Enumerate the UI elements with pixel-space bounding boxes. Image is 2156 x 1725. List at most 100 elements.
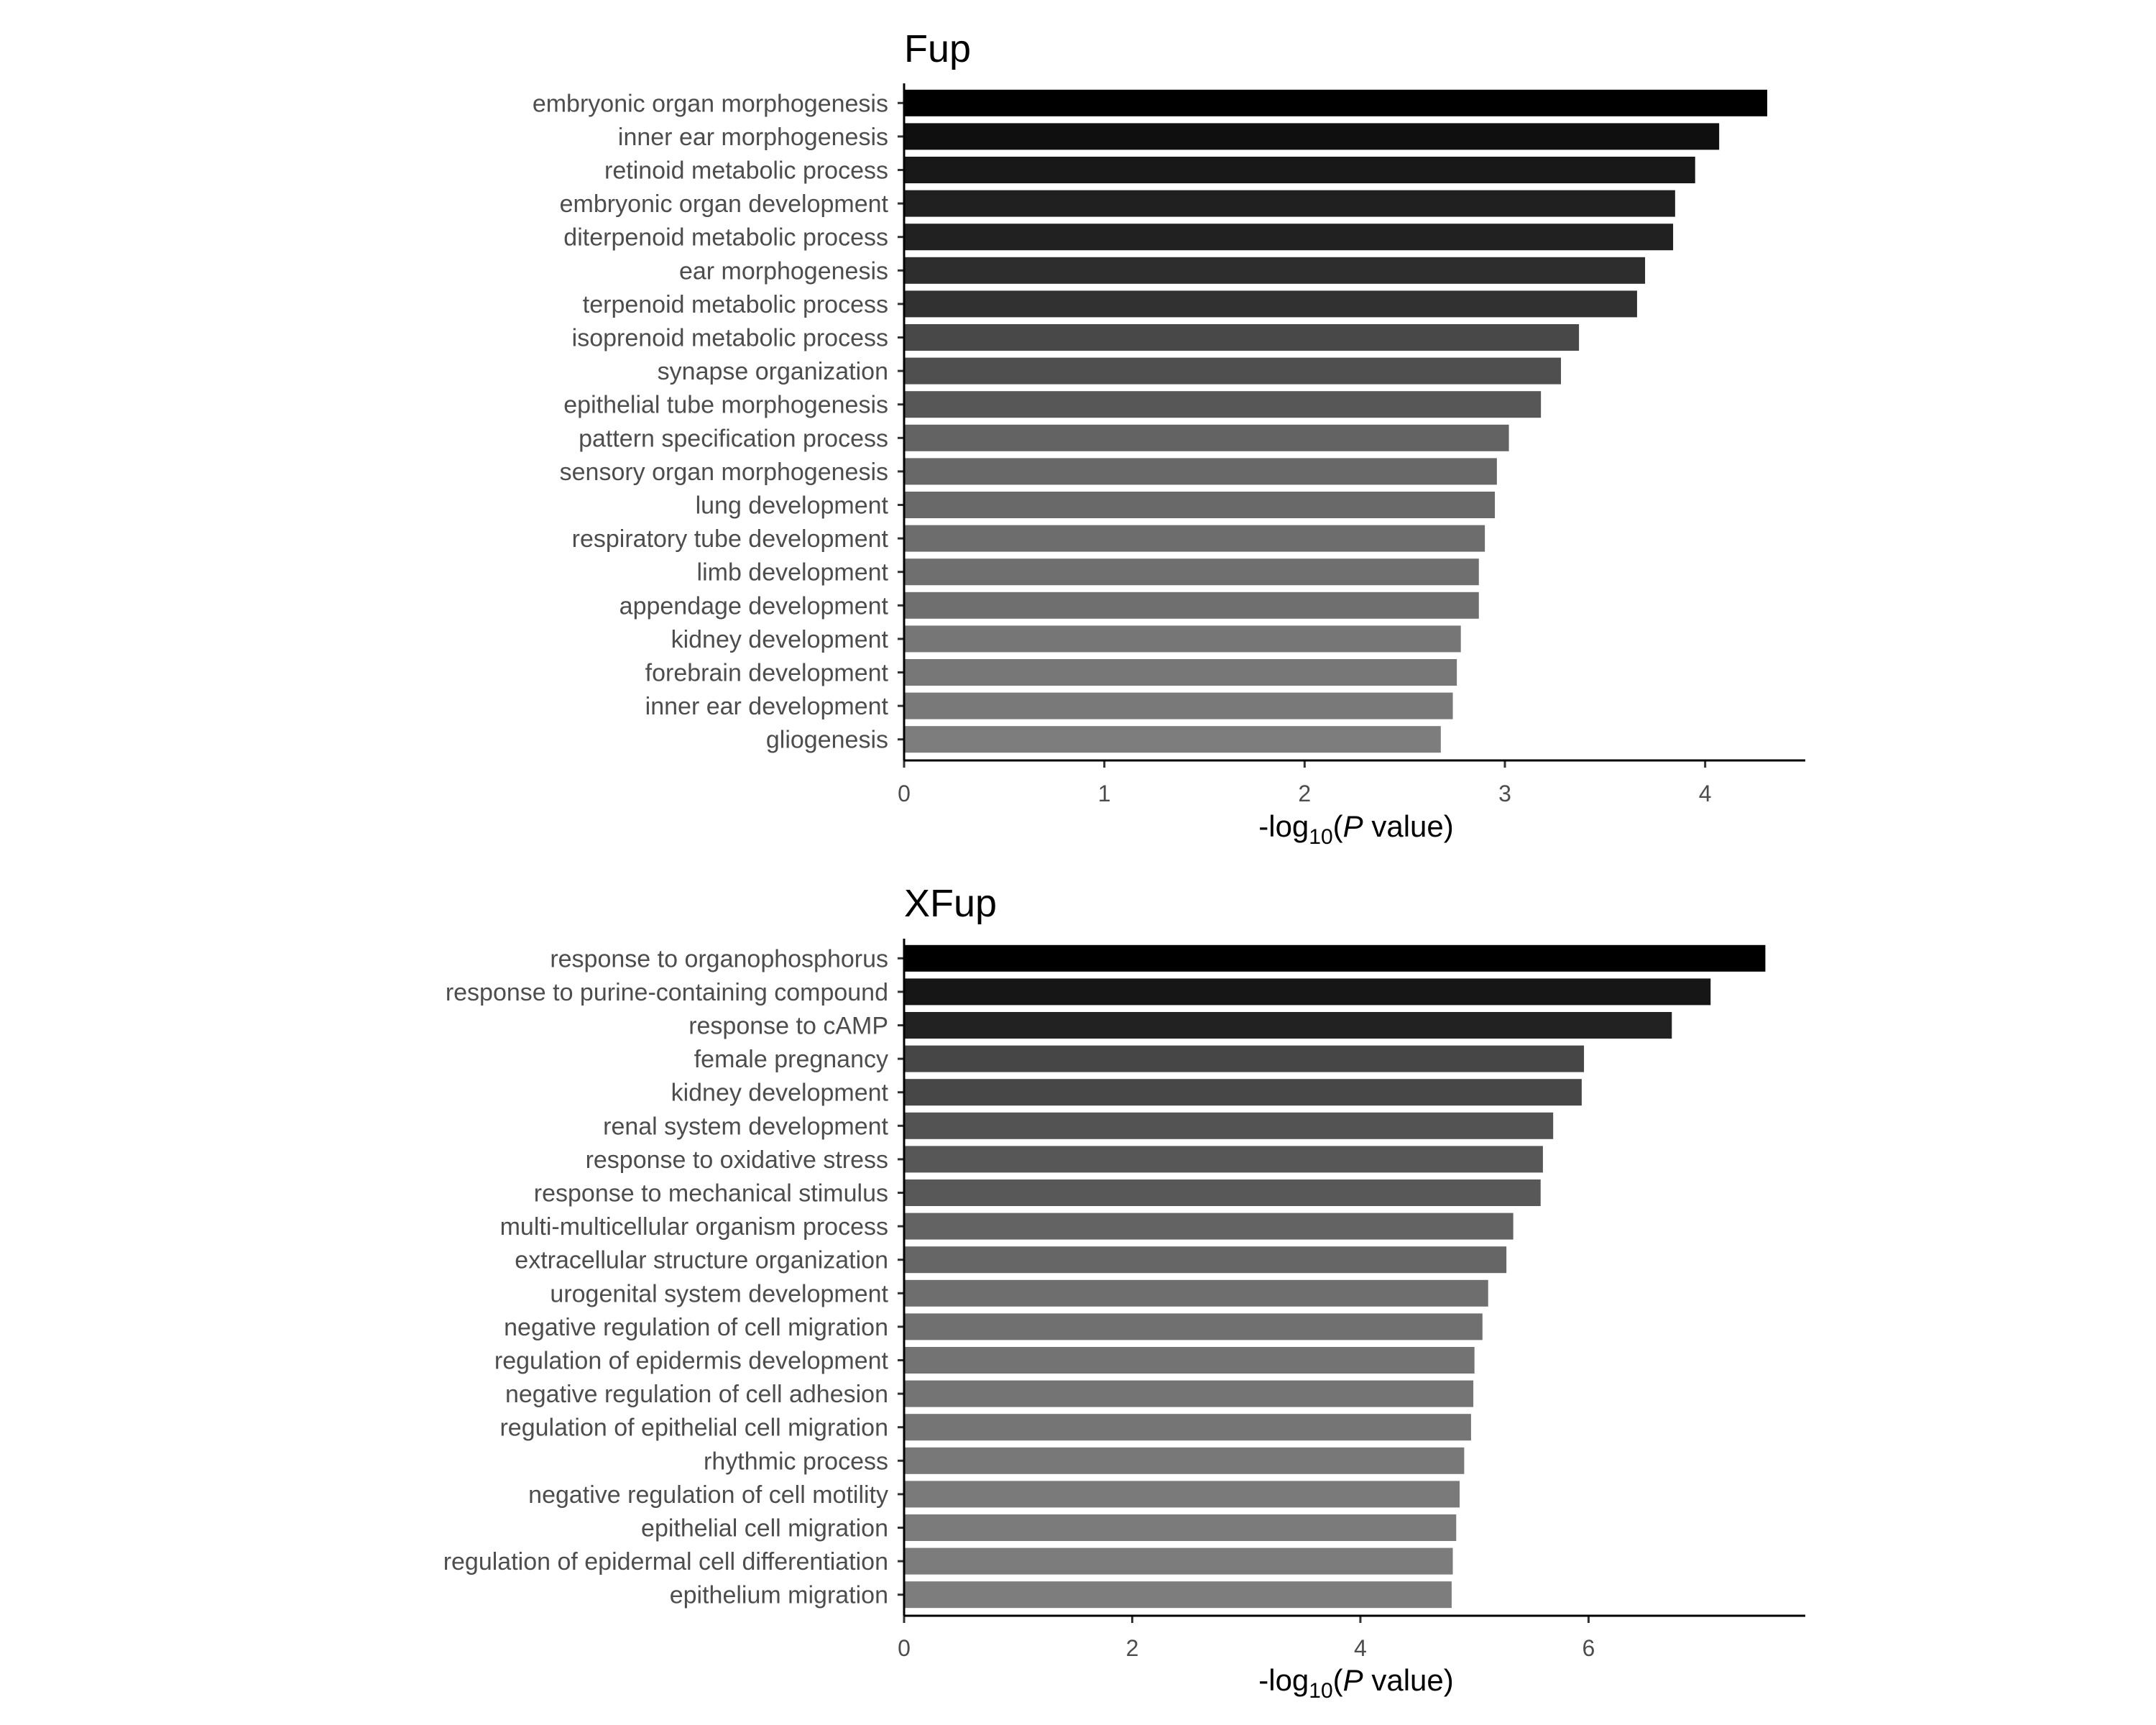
bar: [904, 1414, 1471, 1441]
bar: [904, 1313, 1483, 1340]
bar: [904, 978, 1711, 1006]
bar: [904, 1246, 1507, 1274]
chart-title: XFup: [904, 882, 997, 925]
category-label: rhythmic process: [704, 1448, 888, 1475]
category-label: regulation of epidermis development: [494, 1348, 889, 1375]
x-tick-label: 6: [1583, 1635, 1595, 1661]
category-label: inner ear development: [645, 693, 889, 720]
category-label: response to organophosphorus: [550, 945, 888, 972]
x-axis-title-rest: value): [1363, 1663, 1454, 1697]
category-label: epithelial tube morphogenesis: [563, 392, 888, 419]
x-tick-label: 0: [898, 781, 911, 806]
category-label: urogenital system development: [550, 1280, 888, 1307]
category-labels: embryonic organ morphogenesis inner ear m…: [533, 90, 904, 754]
category-label: epithelial cell migration: [641, 1515, 888, 1542]
x-ticks: 0 2 4 6: [898, 1616, 1595, 1661]
bar: [904, 324, 1580, 351]
bar: [904, 692, 1453, 719]
x-axis-title-open: (: [1333, 809, 1343, 843]
category-label: lung development: [696, 492, 889, 520]
category-label: kidney development: [671, 1080, 889, 1107]
x-tick-label: 2: [1298, 781, 1311, 806]
category-labels: response to organophosphorus response to …: [443, 945, 904, 1609]
category-label: ear morphogenesis: [679, 257, 888, 285]
category-label: response to purine-containing compound: [446, 979, 888, 1006]
bar: [904, 123, 1720, 150]
bar: [904, 357, 1562, 385]
bar: [904, 1045, 1585, 1072]
category-label: response to cAMP: [688, 1013, 888, 1040]
bar: [904, 944, 1766, 972]
bar: [904, 290, 1637, 318]
chart-panel-xfup: XFup response to organophosphorusrespons…: [443, 882, 1805, 1703]
x-axis-title-rest: value): [1363, 809, 1454, 843]
bar: [904, 1547, 1453, 1575]
bar: [904, 224, 1674, 251]
category-label: gliogenesis: [766, 727, 888, 754]
x-axis-title: -log10(P value): [1258, 809, 1454, 849]
category-label: pattern specification process: [579, 425, 888, 452]
category-label: isoprenoid metabolic process: [572, 325, 888, 352]
bar: [904, 492, 1496, 518]
category-label: kidney development: [671, 626, 889, 653]
bar: [904, 257, 1646, 284]
category-label: response to mechanical stimulus: [534, 1180, 888, 1208]
x-tick-label: 4: [1354, 1635, 1367, 1661]
bar: [904, 1514, 1457, 1541]
x-axis-title-italic: P: [1343, 1663, 1363, 1697]
category-label: inner ear morphogenesis: [618, 124, 888, 151]
bar: [904, 157, 1695, 183]
category-label: appendage development: [619, 592, 889, 620]
category-label: extracellular structure organization: [515, 1247, 888, 1274]
bar: [904, 525, 1485, 552]
x-axis-title: -log10(P value): [1258, 1663, 1454, 1703]
bar: [904, 1380, 1474, 1407]
bar: [904, 1079, 1582, 1106]
category-label: renal system development: [603, 1113, 888, 1140]
x-axis-title-open: (: [1333, 1663, 1343, 1697]
bar: [904, 1213, 1514, 1240]
category-label: regulation of epithelial cell migration: [499, 1414, 888, 1442]
chart-panel-fup: Fup embryonic organ morphogenesis inner e…: [533, 27, 1805, 849]
category-label: embryonic organ development: [560, 190, 889, 218]
bar-group: [904, 89, 1768, 753]
bar: [904, 1447, 1465, 1474]
x-tick-label: 4: [1699, 781, 1712, 806]
category-label: forebrain development: [645, 660, 889, 687]
x-ticks: 0 1 2 3 4: [898, 760, 1712, 806]
bar: [904, 558, 1479, 586]
category-label: terpenoid metabolic process: [583, 291, 888, 318]
bar: [904, 659, 1457, 686]
category-label: synapse organization: [658, 358, 888, 385]
bar: [904, 391, 1542, 418]
bar-group: [904, 944, 1766, 1609]
bar: [904, 1581, 1452, 1609]
x-axis-title-italic: P: [1343, 809, 1363, 843]
category-label: female pregnancy: [694, 1046, 888, 1073]
category-label: regulation of epidermal cell differentia…: [443, 1548, 888, 1576]
category-label: epithelium migration: [670, 1582, 888, 1609]
x-tick-label: 2: [1126, 1635, 1139, 1661]
x-axis-title-prefix: -log: [1258, 809, 1309, 843]
category-label: negative regulation of cell adhesion: [505, 1381, 888, 1408]
category-label: negative regulation of cell migration: [504, 1314, 888, 1341]
bar: [904, 1012, 1672, 1039]
category-label: sensory organ morphogenesis: [560, 459, 888, 486]
category-label: negative regulation of cell motility: [528, 1481, 888, 1509]
x-axis-title-subscript: 10: [1309, 1679, 1332, 1703]
category-label: limb development: [697, 559, 889, 586]
bar: [904, 1481, 1460, 1508]
category-label: diterpenoid metabolic process: [563, 224, 888, 252]
x-tick-label: 1: [1098, 781, 1111, 806]
bar: [904, 625, 1461, 653]
category-label: embryonic organ morphogenesis: [533, 90, 888, 117]
chart-title: Fup: [904, 27, 971, 70]
bar: [904, 190, 1675, 217]
category-label: respiratory tube development: [572, 525, 889, 553]
bar: [904, 1347, 1475, 1374]
bar: [904, 1279, 1488, 1307]
category-label: retinoid metabolic process: [604, 157, 888, 185]
category-label: response to oxidative stress: [586, 1146, 888, 1174]
bar: [904, 424, 1509, 451]
